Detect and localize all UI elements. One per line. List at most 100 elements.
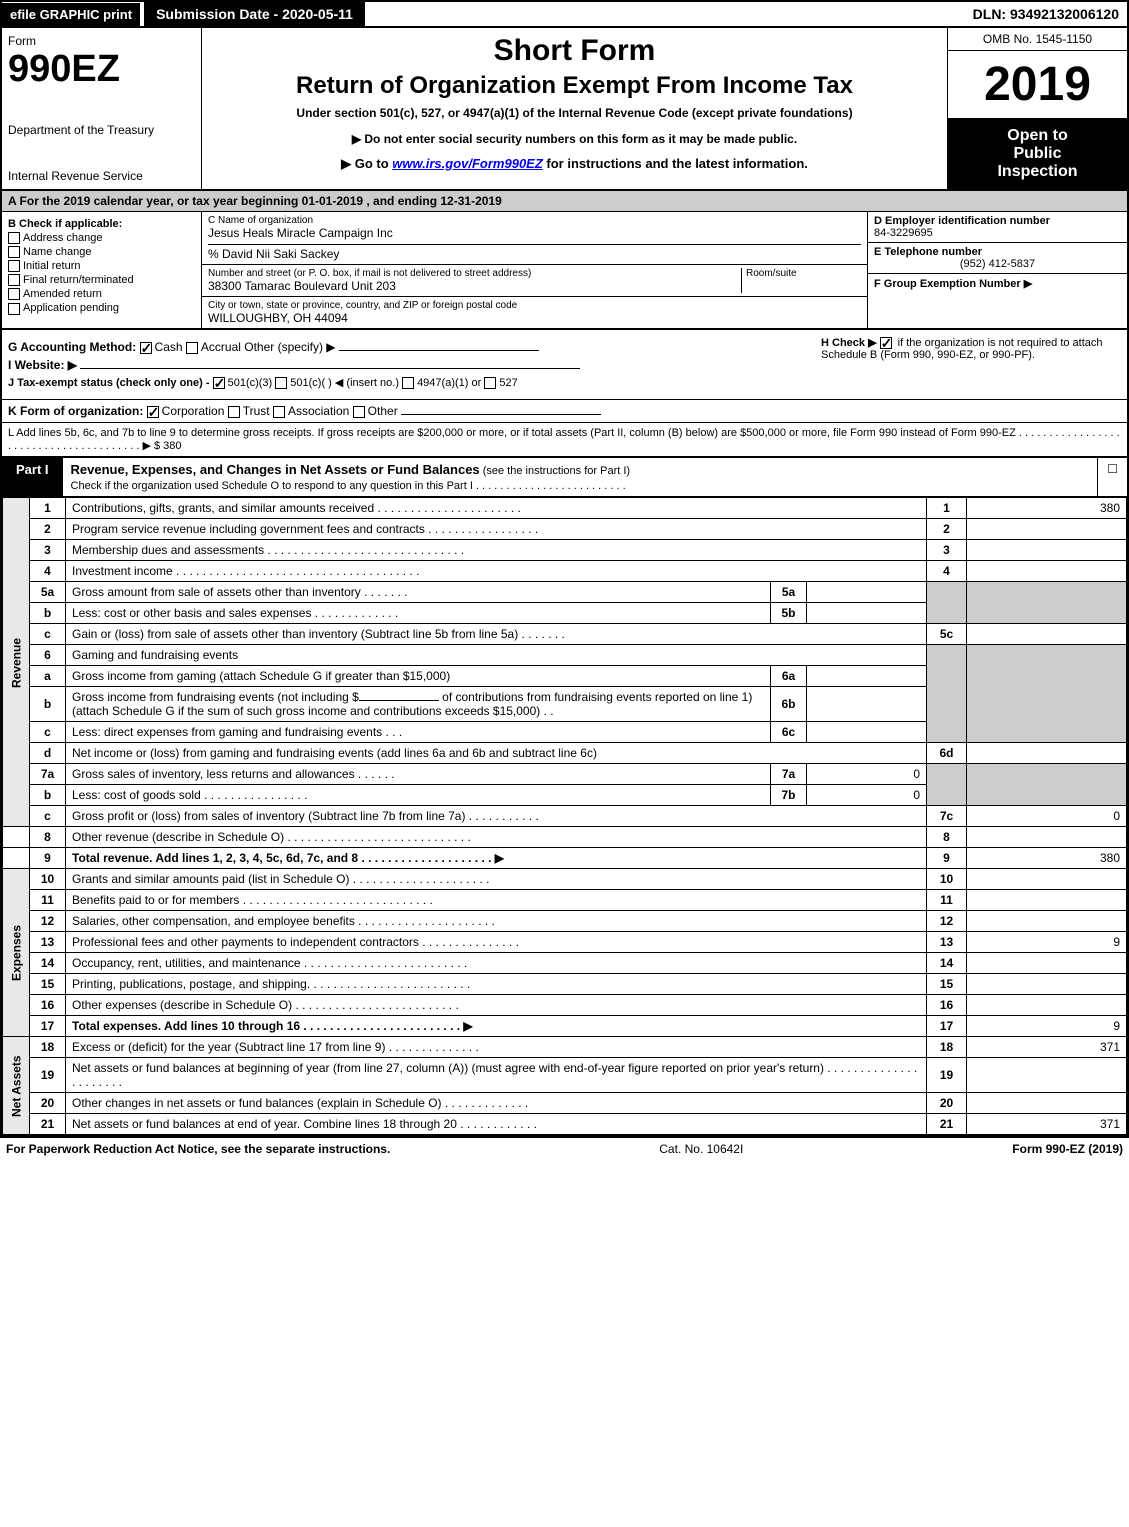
under-section-text: Under section 501(c), 527, or 4947(a)(1)… (212, 106, 937, 120)
column-def: D Employer identification number 84-3229… (867, 212, 1127, 328)
line-7a-desc: Gross sales of inventory, less returns a… (66, 764, 771, 785)
527-checkbox[interactable] (484, 377, 496, 389)
part-1-table: Revenue 1 Contributions, gifts, grants, … (2, 497, 1127, 1135)
row-k: K Form of organization: Corporation Trus… (2, 400, 1127, 423)
open-to-public: Open to Public Inspection (948, 119, 1127, 189)
line-5b-subval (807, 603, 927, 624)
name-change-checkbox[interactable] (8, 246, 20, 258)
submission-date: Submission Date - 2020-05-11 (144, 2, 365, 26)
line-18-num: 18 (30, 1037, 66, 1058)
form-label: Form (8, 34, 195, 48)
line-12-ref: 12 (927, 911, 967, 932)
net-assets-sidebar: Net Assets (3, 1037, 30, 1135)
cash-label: Cash (155, 340, 183, 354)
line-3-num: 3 (30, 540, 66, 561)
short-form-title: Short Form (212, 34, 937, 68)
line-8-amount (967, 827, 1127, 848)
line-6b-blank[interactable] (359, 700, 439, 701)
col-b-header: B Check if applicable: (8, 218, 195, 230)
line-17-num: 17 (30, 1016, 66, 1037)
line-19-num: 19 (30, 1058, 66, 1093)
line-13-desc: Professional fees and other payments to … (66, 932, 927, 953)
website-input[interactable] (80, 368, 580, 369)
other-org-checkbox[interactable] (353, 406, 365, 418)
part-1-checkbox[interactable]: ☐ (1097, 458, 1127, 496)
street-value: 38300 Tamarac Boulevard Unit 203 (208, 279, 741, 293)
4947a1-checkbox[interactable] (402, 377, 414, 389)
trust-checkbox[interactable] (228, 406, 240, 418)
line-2-num: 2 (30, 519, 66, 540)
line-6-desc: Gaming and fundraising events (66, 645, 927, 666)
association-checkbox[interactable] (273, 406, 285, 418)
501c3-checkbox[interactable] (213, 377, 225, 389)
line-12-num: 12 (30, 911, 66, 932)
line-14-ref: 14 (927, 953, 967, 974)
h-check-label: H Check ▶ (821, 337, 877, 349)
line-11-num: 11 (30, 890, 66, 911)
line-5c-amount (967, 624, 1127, 645)
line-3-desc: Membership dues and assessments . . . . … (66, 540, 927, 561)
return-title: Return of Organization Exempt From Incom… (212, 72, 937, 100)
header-right: OMB No. 1545-1150 2019 Open to Public In… (947, 28, 1127, 189)
other-org-input[interactable] (401, 414, 601, 415)
column-b-checkboxes: B Check if applicable: Address change Na… (2, 212, 202, 328)
line-13-ref: 13 (927, 932, 967, 953)
efile-print-button[interactable]: efile GRAPHIC print (2, 3, 140, 26)
line-18-ref: 18 (927, 1037, 967, 1058)
irs-label: Internal Revenue Service (8, 169, 195, 183)
info-grid: B Check if applicable: Address change Na… (2, 212, 1127, 330)
schedule-b-checkbox[interactable] (880, 337, 892, 349)
line-10-ref: 10 (927, 869, 967, 890)
corporation-checkbox[interactable] (147, 406, 159, 418)
line-6b-subval (807, 687, 927, 722)
other-specify-input[interactable] (339, 350, 539, 351)
footer-catalog: Cat. No. 10642I (390, 1142, 1012, 1156)
line-14-num: 14 (30, 953, 66, 974)
line-5c-desc: Gain or (loss) from sale of assets other… (66, 624, 927, 645)
corporation-label: Corporation (162, 404, 225, 418)
line-9-desc: Total revenue. Add lines 1, 2, 3, 4, 5c,… (66, 848, 927, 869)
501c-checkbox[interactable] (275, 377, 287, 389)
application-pending-checkbox[interactable] (8, 303, 20, 315)
association-label: Association (288, 404, 349, 418)
line-6a-sublabel: 6a (771, 666, 807, 687)
goto-instructions: ▶ Go to www.irs.gov/Form990EZ for instru… (212, 156, 937, 172)
line-4-desc: Investment income . . . . . . . . . . . … (66, 561, 927, 582)
line-2-amount (967, 519, 1127, 540)
line-15-num: 15 (30, 974, 66, 995)
line-14-desc: Occupancy, rent, utilities, and maintena… (66, 953, 927, 974)
line-19-ref: 19 (927, 1058, 967, 1093)
line-11-ref: 11 (927, 890, 967, 911)
line-6a-subval (807, 666, 927, 687)
line-6d-num: d (30, 743, 66, 764)
line-4-num: 4 (30, 561, 66, 582)
line-6d-desc: Net income or (loss) from gaming and fun… (66, 743, 927, 764)
amended-return-checkbox[interactable] (8, 288, 20, 300)
line-3-amount (967, 540, 1127, 561)
line-14-amount (967, 953, 1127, 974)
line-6c-subval (807, 722, 927, 743)
accrual-label: Accrual (201, 340, 241, 354)
part-1-title: Revenue, Expenses, and Changes in Net As… (71, 462, 480, 477)
line-7b-sublabel: 7b (771, 785, 807, 806)
line-6b-num: b (30, 687, 66, 722)
form-of-org-label: K Form of organization: (8, 404, 143, 418)
final-return-checkbox[interactable] (8, 274, 20, 286)
initial-return-checkbox[interactable] (8, 260, 20, 272)
irs-link[interactable]: www.irs.gov/Form990EZ (392, 156, 543, 171)
line-7c-desc: Gross profit or (loss) from sales of inv… (66, 806, 927, 827)
line-6-amt-shade (967, 645, 1127, 743)
accrual-checkbox[interactable] (186, 342, 198, 354)
cash-checkbox[interactable] (140, 342, 152, 354)
line-21-amount: 371 (967, 1114, 1127, 1135)
line-16-num: 16 (30, 995, 66, 1016)
line-7c-num: c (30, 806, 66, 827)
address-change-checkbox[interactable] (8, 232, 20, 244)
header-middle: Short Form Return of Organization Exempt… (202, 28, 947, 189)
footer-left: For Paperwork Reduction Act Notice, see … (6, 1142, 390, 1156)
line-19-amount (967, 1058, 1127, 1093)
department-label: Department of the Treasury (8, 123, 195, 137)
line-6d-ref: 6d (927, 743, 967, 764)
goto-prefix: ▶ Go to (341, 156, 392, 171)
phone-label: E Telephone number (874, 246, 982, 258)
